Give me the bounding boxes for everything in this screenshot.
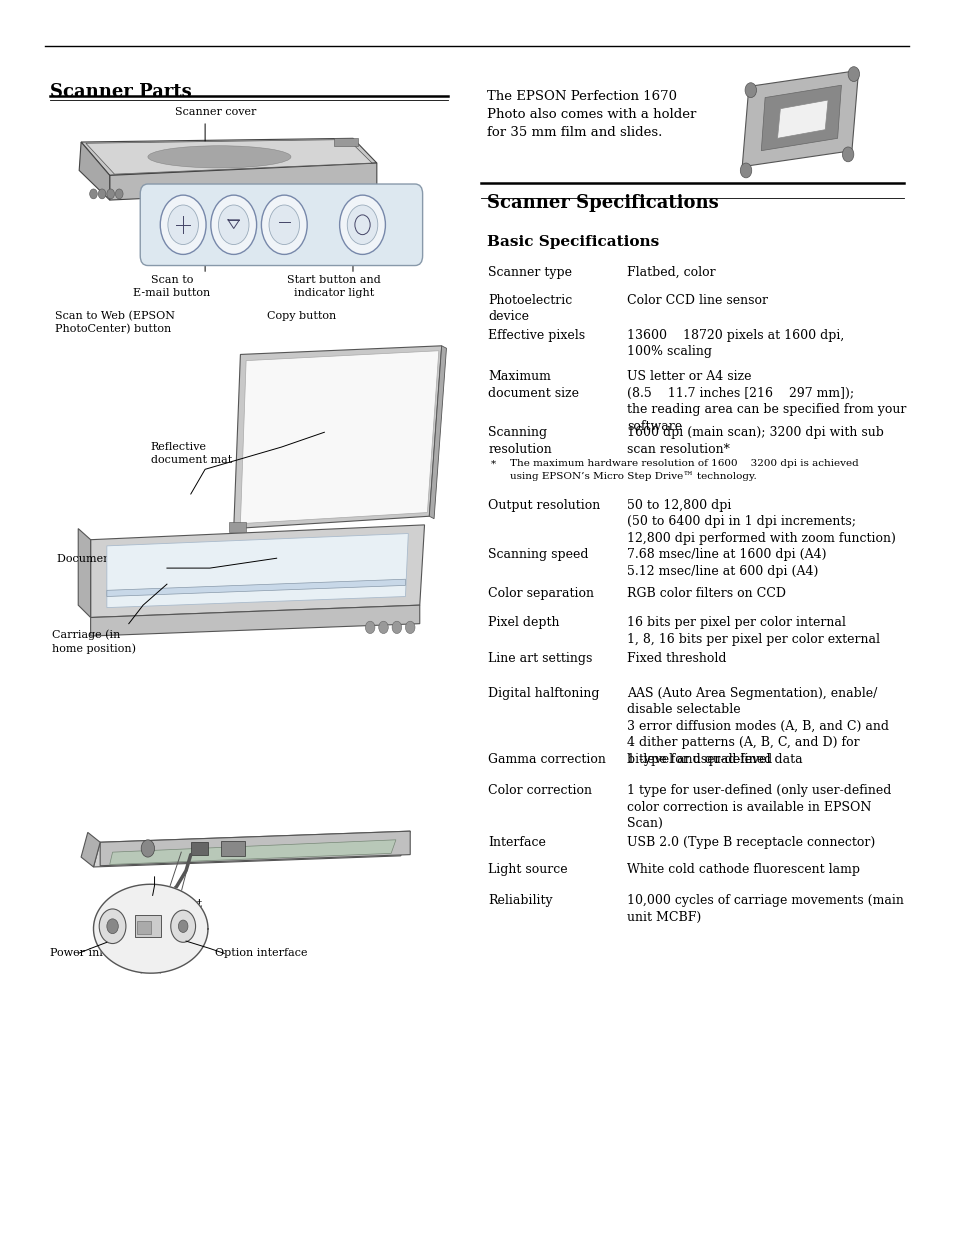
Text: RGB color filters on CCD: RGB color filters on CCD bbox=[626, 587, 785, 600]
Bar bbox=[137, 921, 151, 934]
Polygon shape bbox=[429, 346, 446, 519]
Circle shape bbox=[392, 621, 401, 634]
Text: AAS (Auto Area Segmentation), enable/
disable selectable
3 error diffusion modes: AAS (Auto Area Segmentation), enable/ di… bbox=[626, 687, 888, 766]
Text: Scanner cover: Scanner cover bbox=[174, 107, 255, 117]
Text: Line art settings: Line art settings bbox=[488, 652, 592, 666]
Text: Document table: Document table bbox=[57, 555, 147, 564]
Circle shape bbox=[405, 621, 415, 634]
Text: The maximum hardware resolution of 1600    3200 dpi is achieved
using EPSON’s Mi: The maximum hardware resolution of 1600 … bbox=[510, 459, 859, 480]
Circle shape bbox=[218, 205, 249, 245]
Text: Power inlet: Power inlet bbox=[50, 948, 113, 958]
Text: US letter or A4 size
(8.5    11.7 inches [216    297 mm]);
the reading area can : US letter or A4 size (8.5 11.7 inches [2… bbox=[626, 370, 905, 433]
Polygon shape bbox=[240, 351, 438, 524]
Text: 1 type for user-defined: 1 type for user-defined bbox=[626, 753, 771, 767]
Text: Digital halftoning: Digital halftoning bbox=[488, 687, 599, 700]
Text: Reliability: Reliability bbox=[488, 894, 553, 908]
Circle shape bbox=[378, 621, 388, 634]
Text: 13600    18720 pixels at 1600 dpi,
100% scaling: 13600 18720 pixels at 1600 dpi, 100% sca… bbox=[626, 329, 843, 358]
Bar bbox=[191, 842, 208, 855]
Polygon shape bbox=[107, 534, 408, 608]
Circle shape bbox=[744, 83, 756, 98]
Text: Scanner type: Scanner type bbox=[488, 266, 572, 279]
Ellipse shape bbox=[148, 146, 291, 168]
Text: Color CCD line sensor: Color CCD line sensor bbox=[626, 294, 767, 308]
Polygon shape bbox=[760, 85, 841, 151]
Text: Start button and
indicator light: Start button and indicator light bbox=[287, 275, 380, 298]
Text: Option interface: Option interface bbox=[214, 948, 307, 958]
Text: USB port: USB port bbox=[150, 899, 202, 909]
Text: Gamma correction: Gamma correction bbox=[488, 753, 606, 767]
Circle shape bbox=[160, 195, 206, 254]
Text: Scanner Specifications: Scanner Specifications bbox=[486, 194, 718, 212]
Text: Flatbed, color: Flatbed, color bbox=[626, 266, 715, 279]
Polygon shape bbox=[91, 605, 419, 636]
Polygon shape bbox=[110, 163, 376, 200]
Circle shape bbox=[847, 67, 859, 82]
Circle shape bbox=[261, 195, 307, 254]
Polygon shape bbox=[107, 579, 405, 597]
Polygon shape bbox=[81, 832, 100, 867]
Circle shape bbox=[115, 189, 123, 199]
Circle shape bbox=[98, 189, 106, 199]
Text: Basic Specifications: Basic Specifications bbox=[486, 235, 659, 248]
Text: Color correction: Color correction bbox=[488, 784, 592, 798]
FancyBboxPatch shape bbox=[140, 184, 422, 266]
Polygon shape bbox=[110, 840, 395, 864]
Text: Photoelectric
device: Photoelectric device bbox=[488, 294, 572, 324]
Text: 50 to 12,800 dpi
(50 to 6400 dpi in 1 dpi increments;
12,800 dpi performed with : 50 to 12,800 dpi (50 to 6400 dpi in 1 dp… bbox=[626, 499, 895, 545]
Circle shape bbox=[90, 189, 97, 199]
Text: Output resolution: Output resolution bbox=[488, 499, 600, 513]
Text: Maximum
document size: Maximum document size bbox=[488, 370, 578, 400]
Text: Scan to Web (EPSON
PhotoCenter) button: Scan to Web (EPSON PhotoCenter) button bbox=[55, 311, 175, 335]
Text: Scanner Parts: Scanner Parts bbox=[50, 83, 192, 101]
Circle shape bbox=[99, 909, 126, 944]
Text: Effective pixels: Effective pixels bbox=[488, 329, 585, 342]
Polygon shape bbox=[741, 70, 858, 167]
Text: Color separation: Color separation bbox=[488, 587, 594, 600]
Text: USB 2.0 (Type B receptacle connector): USB 2.0 (Type B receptacle connector) bbox=[626, 836, 874, 850]
Text: Pixel depth: Pixel depth bbox=[488, 616, 559, 630]
Text: 7.68 msec/line at 1600 dpi (A4)
5.12 msec/line at 600 dpi (A4): 7.68 msec/line at 1600 dpi (A4) 5.12 mse… bbox=[626, 548, 825, 578]
Polygon shape bbox=[93, 884, 208, 973]
Polygon shape bbox=[93, 831, 410, 867]
Polygon shape bbox=[79, 142, 110, 200]
Circle shape bbox=[168, 205, 198, 245]
Polygon shape bbox=[233, 346, 441, 529]
Polygon shape bbox=[81, 138, 376, 175]
Bar bbox=[221, 841, 245, 856]
Text: Scanning
resolution: Scanning resolution bbox=[488, 426, 552, 456]
Text: 1600 dpi (main scan); 3200 dpi with sub
scan resolution*: 1600 dpi (main scan); 3200 dpi with sub … bbox=[626, 426, 882, 456]
Polygon shape bbox=[78, 529, 91, 618]
Text: Carriage (in
home position): Carriage (in home position) bbox=[52, 630, 136, 653]
Text: 10,000 cycles of carriage movements (main
unit MCBF): 10,000 cycles of carriage movements (mai… bbox=[626, 894, 902, 924]
Text: 1 type for user-defined (only user-defined
color correction is available in EPSO: 1 type for user-defined (only user-defin… bbox=[626, 784, 890, 830]
Circle shape bbox=[339, 195, 385, 254]
Circle shape bbox=[171, 910, 195, 942]
Polygon shape bbox=[91, 525, 424, 618]
Circle shape bbox=[211, 195, 256, 254]
Circle shape bbox=[107, 189, 114, 199]
Circle shape bbox=[740, 163, 751, 178]
Bar bbox=[229, 522, 246, 532]
Circle shape bbox=[841, 147, 853, 162]
Text: Scan to
E-mail button: Scan to E-mail button bbox=[133, 275, 210, 298]
Circle shape bbox=[347, 205, 377, 245]
Text: 16 bits per pixel per color internal
1, 8, 16 bits per pixel per color external: 16 bits per pixel per color internal 1, … bbox=[626, 616, 879, 646]
Text: Reflective
document mat: Reflective document mat bbox=[151, 442, 232, 464]
Polygon shape bbox=[777, 100, 827, 138]
Text: Fixed threshold: Fixed threshold bbox=[626, 652, 725, 666]
Bar bbox=[334, 138, 357, 146]
Polygon shape bbox=[100, 831, 410, 866]
Polygon shape bbox=[86, 140, 372, 174]
Text: Scanning speed: Scanning speed bbox=[488, 548, 588, 562]
Bar bbox=[134, 915, 161, 937]
Text: Interface: Interface bbox=[488, 836, 546, 850]
Text: *: * bbox=[491, 459, 496, 468]
Text: Copy button: Copy button bbox=[267, 311, 336, 321]
Circle shape bbox=[269, 205, 299, 245]
Text: The EPSON Perfection 1670
Photo also comes with a holder
for 35 mm film and slid: The EPSON Perfection 1670 Photo also com… bbox=[486, 90, 695, 140]
Circle shape bbox=[107, 919, 118, 934]
Circle shape bbox=[178, 920, 188, 932]
Circle shape bbox=[365, 621, 375, 634]
Circle shape bbox=[141, 840, 154, 857]
